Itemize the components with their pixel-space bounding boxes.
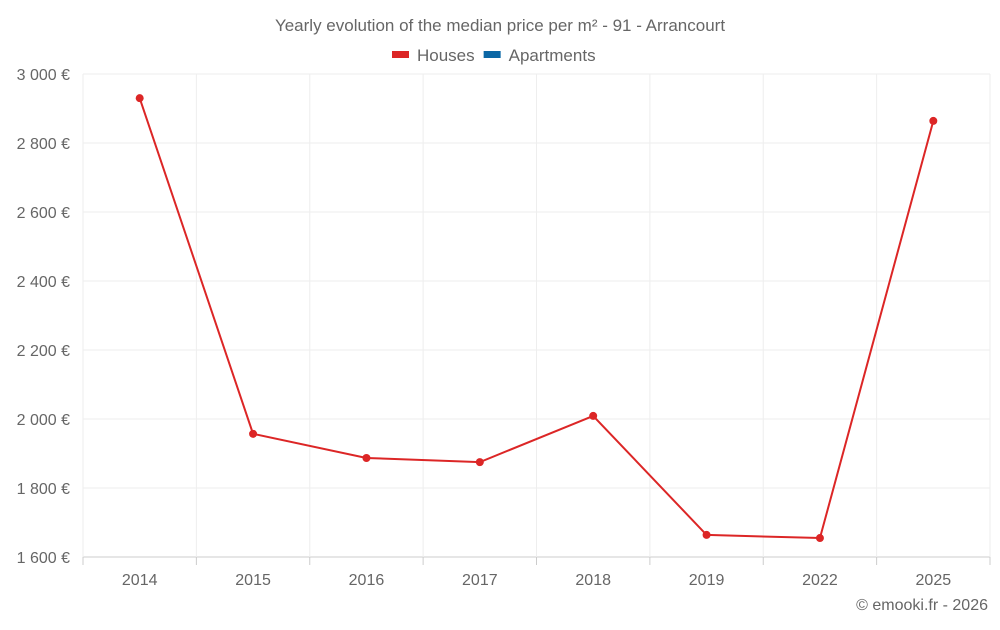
- y-tick-label: 2 200 €: [17, 343, 70, 360]
- y-tick-label: 2 800 €: [17, 136, 70, 153]
- x-tick-label: 2022: [802, 572, 838, 589]
- legend-swatch-apartments: [483, 51, 501, 58]
- y-tick-label: 3 000 €: [17, 67, 70, 84]
- x-tick-label: 2015: [235, 572, 271, 589]
- x-tick-label: 2018: [575, 572, 611, 589]
- y-tick-label: 1 800 €: [17, 481, 70, 498]
- y-tick-label: 1 600 €: [17, 550, 70, 567]
- grid: [82, 73, 991, 558]
- x-tick-label: 2025: [916, 572, 952, 589]
- legend-label-apartments: Apartments: [509, 46, 596, 65]
- data-point: [135, 94, 144, 103]
- x-axis: 2014 2015 2016 2017 2018 2019 2022 2025: [82, 557, 991, 589]
- data-point: [362, 453, 371, 462]
- legend: Houses Apartments: [392, 46, 596, 65]
- data-point: [929, 116, 938, 125]
- y-axis: 1 600 € 1 800 € 2 000 € 2 200 € 2 400 € 2 600…: [17, 67, 70, 567]
- y-tick-label: 2 400 €: [17, 274, 70, 291]
- data-point: [815, 534, 824, 543]
- series-line-houses: [138, 97, 935, 540]
- data-point: [589, 411, 598, 420]
- x-tick-label: 2016: [349, 572, 385, 589]
- chart-title: Yearly evolution of the median price per…: [275, 16, 725, 35]
- x-tick-label: 2017: [462, 572, 498, 589]
- series: [135, 94, 938, 543]
- data-point: [249, 429, 258, 438]
- legend-swatch-houses: [392, 51, 409, 58]
- data-point: [702, 530, 711, 539]
- y-tick-label: 2 000 €: [17, 412, 70, 429]
- x-tick-label: 2019: [689, 572, 725, 589]
- data-point: [475, 458, 484, 467]
- legend-label-houses: Houses: [417, 46, 475, 65]
- y-tick-label: 2 600 €: [17, 205, 70, 222]
- credit-text: © emooki.fr - 2026: [856, 597, 988, 614]
- x-tick-label: 2014: [122, 572, 158, 589]
